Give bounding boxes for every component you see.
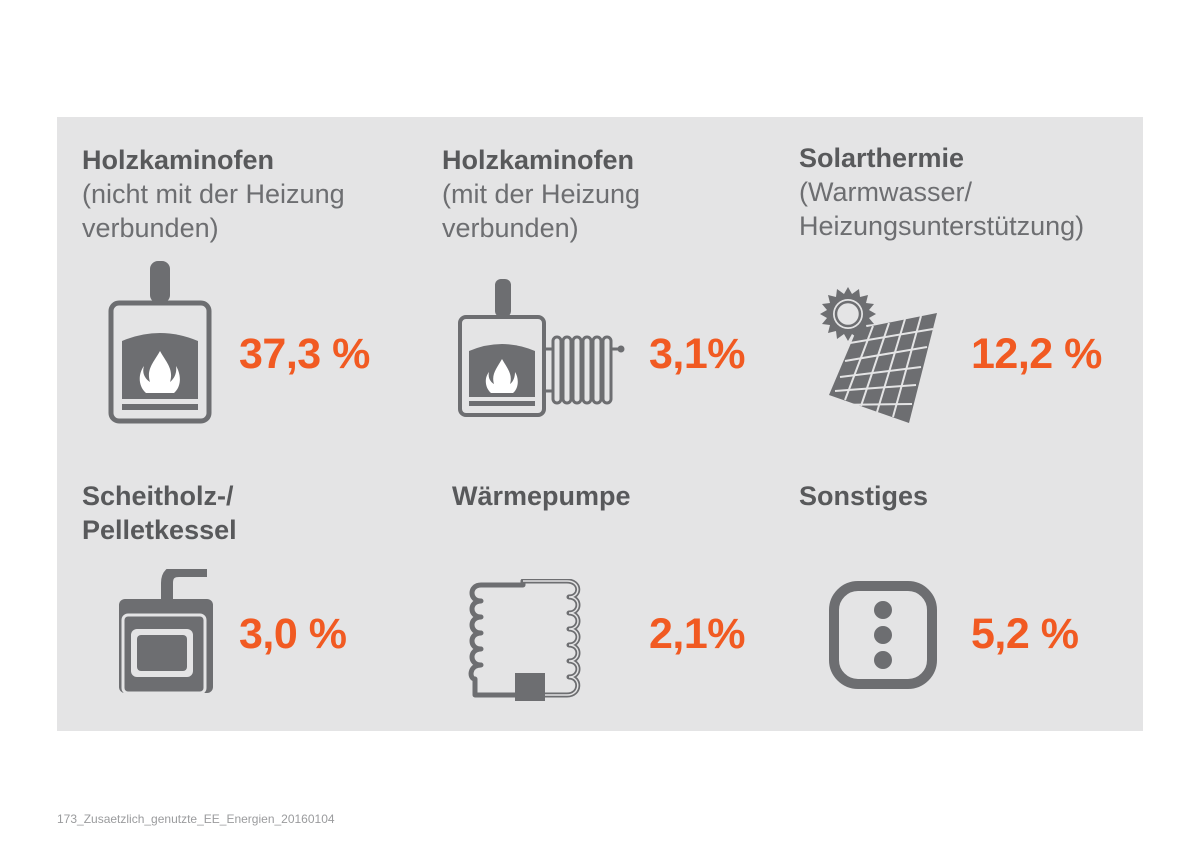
- tile-subtitle: (Warmwasser/ Heizungsunterstützung): [799, 177, 1085, 241]
- value-label: 2,1%: [649, 610, 746, 658]
- file-id-caption: 173_Zusaetzlich_genutzte_EE_Energien_201…: [57, 812, 335, 826]
- value-label: 12,2 %: [971, 330, 1102, 378]
- other-icon: [829, 581, 937, 689]
- boiler-icon: [119, 569, 213, 695]
- tile-title: Scheitholz-/ Pelletkessel: [82, 481, 237, 545]
- tile-title: Wärmepumpe: [452, 481, 631, 511]
- tile-title: Sonstiges: [799, 481, 929, 511]
- value-label: 5,2 %: [971, 610, 1079, 658]
- infographic-panel: Holzkaminofen (nicht mit der Heizung ver…: [57, 117, 1143, 731]
- solar-panel-icon: [820, 287, 937, 423]
- value-label: 37,3 %: [239, 330, 370, 378]
- heat-pump-icon: [468, 579, 581, 701]
- tile-title: Solarthermie: [799, 143, 965, 173]
- tile-subtitle: (nicht mit der Heizung verbunden): [82, 179, 345, 243]
- tile-subtitle: (mit der Heizung verbunden): [442, 179, 641, 243]
- value-label: 3,1%: [649, 330, 746, 378]
- value-label: 3,0 %: [239, 610, 347, 658]
- tile-title: Holzkaminofen: [82, 145, 275, 175]
- tile-title: Holzkaminofen: [442, 145, 635, 175]
- stove-radiator-icon: [458, 279, 625, 417]
- stove-icon: [108, 261, 212, 424]
